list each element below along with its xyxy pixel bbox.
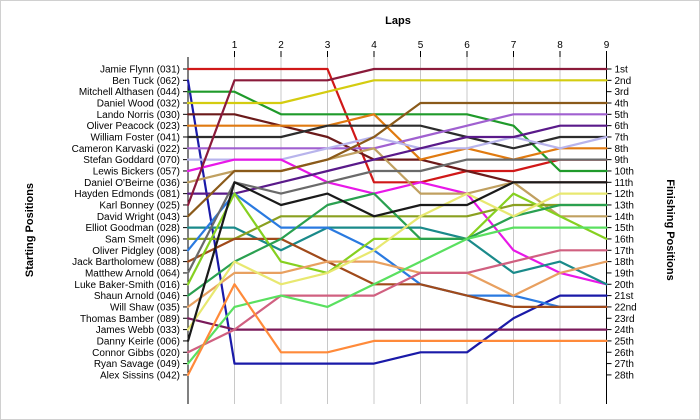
start-label: Thomas Bamber (089)	[80, 314, 180, 325]
x-tick-label: 7	[511, 40, 517, 51]
finish-label: 26th	[615, 348, 634, 359]
finish-label: 14th	[615, 212, 634, 223]
finish-label: 1st	[615, 65, 629, 76]
finish-label: 22nd	[615, 302, 637, 313]
x-tick-label: 4	[371, 40, 377, 51]
series-line	[186, 283, 608, 376]
finish-label: 21st	[615, 291, 634, 302]
start-label: Oliver Pidgley (008)	[92, 246, 180, 257]
start-label: Daniel O'Beirne (036)	[84, 178, 180, 189]
start-label: Danny Keirle (006)	[97, 336, 180, 347]
series-line	[186, 79, 608, 105]
start-label: Mitchell Althasen (044)	[79, 87, 180, 98]
start-label: Matthew Arnold (064)	[85, 268, 180, 279]
start-label: Oliver Peacock (023)	[87, 121, 180, 132]
finish-label: 8th	[615, 144, 629, 155]
series-line	[186, 158, 608, 286]
series-line	[186, 67, 608, 184]
y-axis-title-left: Starting Positions	[24, 183, 36, 277]
x-tick-label: 8	[557, 40, 563, 51]
series-line	[186, 113, 608, 161]
finish-label: 27th	[615, 359, 634, 370]
finish-label: 20th	[615, 280, 634, 291]
finish-label: 13th	[615, 200, 634, 211]
series-line	[186, 101, 608, 218]
start-label: Hayden Edmonds (081)	[74, 189, 180, 200]
start-label: Ryan Savage (049)	[94, 359, 180, 370]
series-line	[186, 192, 608, 331]
start-label: Stefan Goddard (070)	[83, 155, 180, 166]
labels: 1 2 3 4 5 6 7 8 9 Jamie Flynn (031)Ben Tuck (062)…	[72, 40, 637, 381]
finish-label: 15th	[615, 223, 634, 234]
finish-label: 5th	[615, 110, 629, 121]
x-tick-label: 1	[232, 40, 238, 51]
finish-label: 28th	[615, 370, 634, 381]
finish-label: 6th	[615, 121, 629, 132]
start-label: Lewis Bickers (057)	[93, 166, 180, 177]
series-line	[186, 317, 608, 331]
start-label: James Webb (033)	[96, 325, 180, 336]
start-label: David Wright (043)	[97, 212, 180, 223]
start-label: Connor Gibbs (020)	[92, 348, 180, 359]
start-label: Lando Norris (030)	[97, 110, 180, 121]
start-label: Ben Tuck (062)	[112, 76, 180, 87]
finish-label: 7th	[615, 132, 629, 143]
finish-label: 25th	[615, 336, 634, 347]
start-label: Daniel Wood (032)	[97, 98, 180, 109]
x-tick-label: 2	[278, 40, 284, 51]
x-tick-label: 6	[464, 40, 470, 51]
start-label: Elliot Goodman (028)	[86, 223, 181, 234]
series-line	[186, 181, 608, 342]
x-tick-label: 3	[325, 40, 331, 51]
finish-label: 10th	[615, 166, 634, 177]
start-label: Sam Smelt (096)	[105, 234, 180, 245]
finish-label: 11th	[615, 178, 634, 189]
series-line	[186, 226, 608, 365]
finish-label: 23rd	[615, 314, 635, 325]
series-line	[186, 192, 608, 297]
start-label: Alex Sissins (042)	[100, 370, 180, 381]
series-lines	[186, 67, 608, 376]
finish-label: 24th	[615, 325, 634, 336]
finish-label: 9th	[615, 155, 629, 166]
finish-label: 4th	[615, 98, 629, 109]
x-tick-label: 9	[604, 40, 610, 51]
x-tick-label: 5	[418, 40, 424, 51]
finish-label: 12th	[615, 189, 634, 200]
finish-label: 16th	[615, 234, 634, 245]
start-label: Shaun Arnold (046)	[94, 291, 180, 302]
finish-label: 2nd	[615, 76, 632, 87]
start-label: Luke Baker-Smith (016)	[74, 280, 180, 291]
finish-label: 3rd	[615, 87, 629, 98]
series-line	[186, 249, 608, 354]
start-label: Jack Bartholomew (088)	[72, 257, 180, 268]
start-label: Will Shaw (035)	[110, 302, 180, 313]
y-axis-title-right: Finishing Positions	[664, 179, 676, 280]
series-line	[186, 79, 608, 365]
start-label: William Foster (041)	[91, 132, 180, 143]
finish-label: 18th	[615, 257, 634, 268]
start-label: Karl Bonney (025)	[99, 200, 180, 211]
finish-label: 17th	[615, 246, 634, 257]
finish-label: 19th	[615, 268, 634, 279]
series-line	[186, 158, 608, 274]
x-axis-title: Laps	[385, 15, 411, 27]
start-label: Cameron Karvaski (022)	[72, 144, 180, 155]
start-label: Jamie Flynn (031)	[100, 65, 180, 76]
series-line	[186, 226, 608, 286]
series-line	[186, 67, 608, 207]
